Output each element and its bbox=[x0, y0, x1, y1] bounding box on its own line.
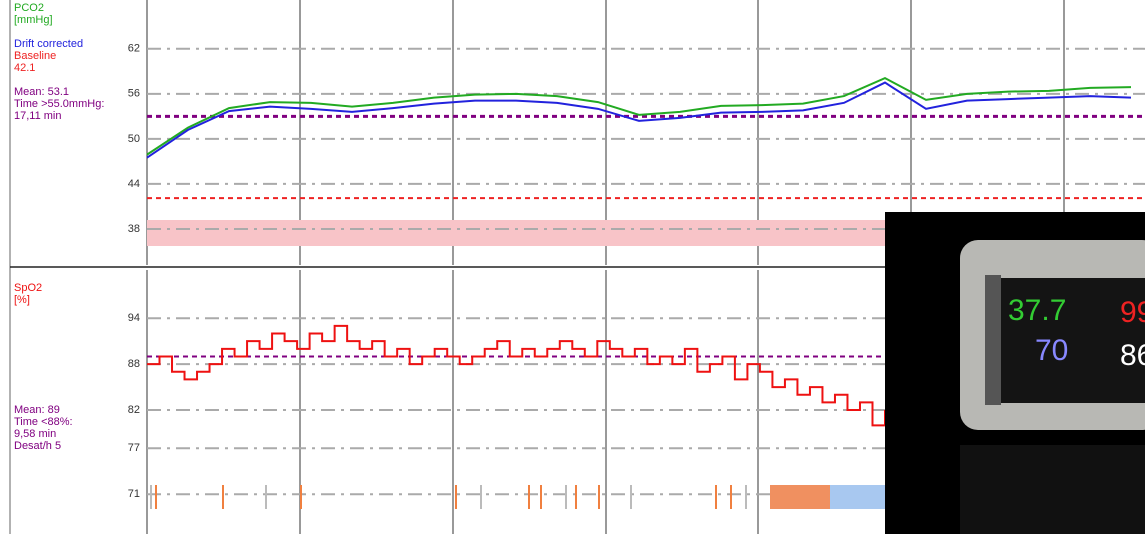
device-reflection bbox=[960, 445, 1145, 534]
y-tick-label: 77 bbox=[128, 442, 140, 454]
series-label: PCO2 bbox=[14, 2, 44, 14]
stat-text: Mean: 89 bbox=[14, 404, 60, 416]
event-block bbox=[770, 485, 830, 509]
event-tick bbox=[565, 485, 567, 509]
device-spo2: 99 bbox=[1120, 296, 1145, 329]
event-tick bbox=[265, 485, 267, 509]
event-tick bbox=[455, 485, 457, 509]
y-tick-label: 82 bbox=[128, 404, 140, 416]
device-photo: 37.7 99 70 86 bbox=[885, 212, 1145, 534]
device-pr: 70 bbox=[1035, 334, 1068, 367]
stat-text: Time >55.0mmHg: bbox=[14, 98, 104, 110]
pco2-panel: 62 56 50 44 38 PCO2[mmHg] Drift correctedBasel… bbox=[14, 0, 1145, 265]
device-screen bbox=[985, 278, 1145, 403]
y-tick-label: 62 bbox=[128, 43, 140, 55]
event-tick bbox=[575, 485, 577, 509]
device-pi: 86 bbox=[1120, 339, 1145, 372]
event-strip bbox=[147, 220, 887, 246]
series-label: SpO2 bbox=[14, 282, 42, 294]
event-tick bbox=[528, 485, 530, 509]
event-tick bbox=[155, 485, 157, 509]
baseline-value: 42.1 bbox=[14, 62, 35, 74]
y-tick-label: 50 bbox=[128, 133, 140, 145]
y-tick-label: 94 bbox=[128, 312, 140, 324]
event-tick bbox=[150, 485, 152, 509]
device-side bbox=[985, 275, 1001, 405]
data-line bbox=[146, 81, 1132, 159]
stat-text: Desat/h 5 bbox=[14, 440, 61, 452]
unit-label: [%] bbox=[14, 294, 30, 306]
event-tick bbox=[598, 485, 600, 509]
y-tick-label: 88 bbox=[128, 358, 140, 370]
y-tick-label: 44 bbox=[128, 178, 140, 190]
event-tick bbox=[630, 485, 632, 509]
y-tick-label: 56 bbox=[128, 88, 140, 100]
y-tick-label: 38 bbox=[128, 223, 140, 235]
event-tick bbox=[715, 485, 717, 509]
device-pco2: 37.7 bbox=[1008, 294, 1066, 327]
stat-text: Time <88%: bbox=[14, 416, 73, 428]
stat-text: 9,58 min bbox=[14, 428, 56, 440]
unit-label: [mmHg] bbox=[14, 14, 53, 26]
data-line bbox=[146, 76, 1132, 156]
event-tick bbox=[300, 485, 302, 509]
data-line bbox=[147, 324, 886, 427]
event-tick bbox=[745, 485, 747, 509]
stat-text: Mean: 53.1 bbox=[14, 86, 69, 98]
event-tick bbox=[222, 485, 224, 509]
stat-text: 17,11 min bbox=[14, 110, 62, 122]
y-tick-label: 71 bbox=[128, 488, 140, 500]
event-tick bbox=[480, 485, 482, 509]
event-tick bbox=[730, 485, 732, 509]
series-label: Drift corrected bbox=[14, 38, 83, 50]
event-tick bbox=[540, 485, 542, 509]
event-block bbox=[830, 485, 885, 509]
baseline-label: Baseline bbox=[14, 50, 56, 62]
